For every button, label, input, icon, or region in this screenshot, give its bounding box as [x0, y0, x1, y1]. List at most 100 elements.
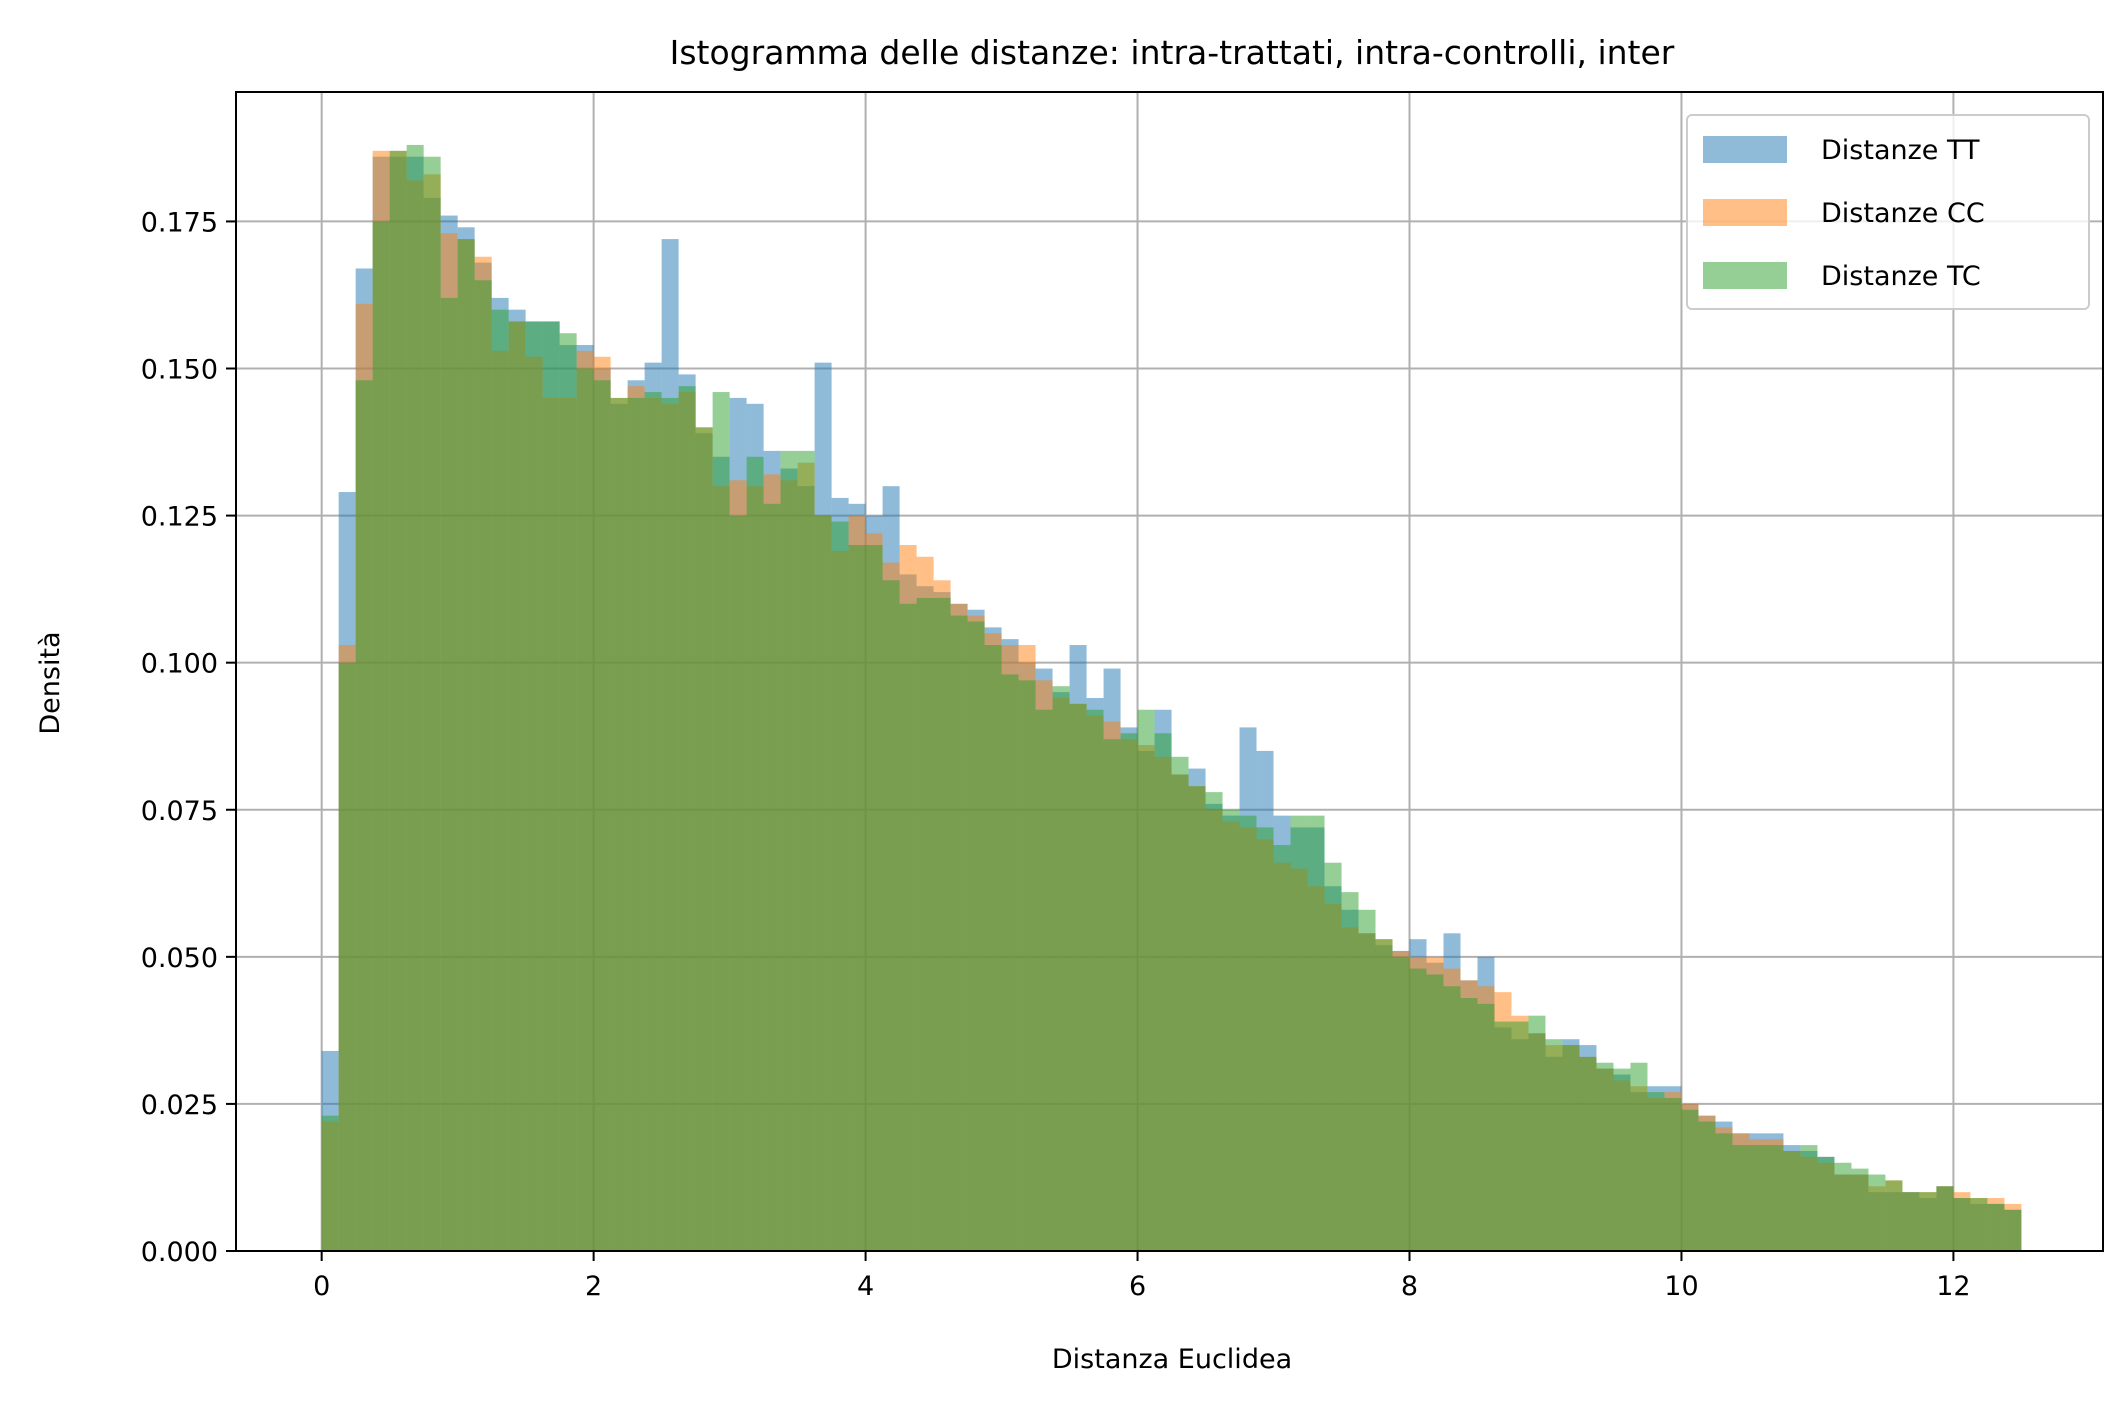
histogram-bar	[1477, 1003, 1495, 1251]
histogram-bar	[984, 645, 1002, 1251]
legend-label: Distanze TT	[1821, 135, 1980, 166]
series-3	[321, 144, 2022, 1252]
x-tick-label: 10	[1664, 1271, 1698, 1302]
histogram-bar	[1596, 1062, 1614, 1251]
histogram-bar	[1970, 1198, 1988, 1251]
chart-title: Istogramma delle distanze: intra-trattat…	[670, 33, 1675, 72]
histogram-bar	[1749, 1145, 1767, 1251]
histogram-bar	[1120, 733, 1138, 1251]
histogram-bar	[1375, 939, 1393, 1251]
legend: Distanze TT Distanze CC Distanze TC	[1686, 114, 2090, 310]
histogram-bar	[1341, 892, 1359, 1251]
histogram-bar	[1647, 1092, 1665, 1251]
histogram-bar	[644, 392, 662, 1252]
y-tick-label: 0.000	[141, 1237, 218, 1268]
histogram-bar	[1205, 792, 1223, 1251]
legend-swatch	[1703, 262, 1787, 289]
x-tick-label: 2	[585, 1271, 602, 1302]
histogram-bar	[916, 597, 934, 1251]
histogram-bar	[423, 156, 441, 1252]
histogram-bar	[372, 221, 390, 1251]
y-tick-label: 0.050	[141, 943, 218, 974]
histogram-bar	[814, 515, 832, 1251]
histogram-bar	[1188, 786, 1206, 1251]
histogram-bar	[576, 368, 594, 1251]
histogram-bar	[1018, 680, 1036, 1251]
y-tick-label: 0.175	[141, 207, 218, 238]
histogram-bar	[1137, 709, 1155, 1251]
histogram-bar	[627, 397, 645, 1251]
y-tick-label: 0.025	[141, 1090, 218, 1121]
histogram-bar	[593, 380, 611, 1251]
legend-swatch	[1703, 199, 1787, 226]
histogram-bar	[1052, 686, 1070, 1251]
histogram-bar	[1035, 709, 1053, 1251]
histogram-bar	[729, 515, 747, 1251]
y-tick-label: 0.100	[141, 649, 218, 680]
histogram-bar	[1919, 1192, 1937, 1251]
histogram-bar	[1001, 674, 1019, 1251]
histogram-bar	[1069, 703, 1087, 1251]
histogram-bar	[1460, 998, 1478, 1251]
histogram-bar	[848, 545, 866, 1251]
histogram-bar	[491, 309, 509, 1252]
histogram-bar	[1528, 1015, 1546, 1251]
histogram-bar	[1511, 1021, 1529, 1251]
y-tick-label: 0.075	[141, 796, 218, 827]
histogram-bar	[1256, 827, 1274, 1251]
histogram-bar	[661, 397, 679, 1251]
histogram-bar	[899, 603, 917, 1251]
histogram-bar	[1443, 986, 1461, 1251]
histogram-bar	[1630, 1062, 1648, 1251]
y-axis-label: Densità	[35, 631, 66, 734]
histogram-bar	[559, 333, 577, 1251]
histogram-bar	[389, 150, 407, 1251]
histogram-bar	[1358, 909, 1376, 1251]
histogram-bar	[457, 239, 475, 1251]
histogram-bar	[1171, 756, 1189, 1251]
axes-layer: 0 2 4 6 8 10 12 0.000 0.025 0.050 0.075 0.100 0.125 0…	[141, 91, 2104, 1302]
legend-box	[1686, 114, 2090, 310]
histogram-bar	[882, 580, 900, 1251]
histogram-bar	[1936, 1186, 1954, 1251]
x-tick-label: 6	[1129, 1271, 1146, 1302]
histogram-bar	[2004, 1209, 2022, 1251]
legend-label: Distanze TC	[1821, 261, 1981, 292]
histogram-bar	[780, 450, 798, 1251]
histogram-bar	[1851, 1168, 1869, 1251]
histogram-bar	[695, 427, 713, 1251]
histogram-bar	[1817, 1156, 1835, 1251]
histogram-bar	[967, 621, 985, 1251]
histogram-bar	[406, 144, 424, 1252]
histogram-bar	[1766, 1145, 1784, 1251]
legend-swatch	[1703, 136, 1787, 163]
histogram-bar	[338, 662, 356, 1251]
histogram-bar	[797, 450, 815, 1251]
histogram-bar	[1715, 1133, 1733, 1251]
histogram-bar	[1273, 845, 1291, 1251]
histogram-bar	[440, 297, 458, 1251]
histogram-bar	[1494, 1021, 1512, 1251]
histogram-bar	[1086, 709, 1104, 1251]
y-tick-label: 0.150	[141, 355, 218, 386]
x-tick-label: 4	[857, 1271, 874, 1302]
bars-layer	[321, 144, 2022, 1252]
histogram-bar	[746, 456, 764, 1251]
histogram-bar	[763, 503, 781, 1252]
histogram-bar	[1290, 815, 1308, 1251]
histogram-bar	[1783, 1150, 1801, 1251]
x-tick-label: 12	[1936, 1271, 1970, 1302]
histogram-bar	[1902, 1192, 1920, 1251]
histogram-bar	[1324, 862, 1342, 1251]
histogram-bar	[865, 545, 883, 1251]
histogram-bar	[1239, 815, 1257, 1251]
histogram-bar	[1409, 968, 1427, 1251]
x-tick-label: 8	[1401, 1271, 1418, 1302]
histogram-bar	[1562, 1045, 1580, 1251]
histogram-bar	[1154, 733, 1172, 1251]
histogram-bar	[933, 597, 951, 1251]
histogram-bar	[1545, 1039, 1563, 1251]
histogram-bar	[1664, 1098, 1682, 1251]
y-tick-label: 0.125	[141, 502, 218, 533]
